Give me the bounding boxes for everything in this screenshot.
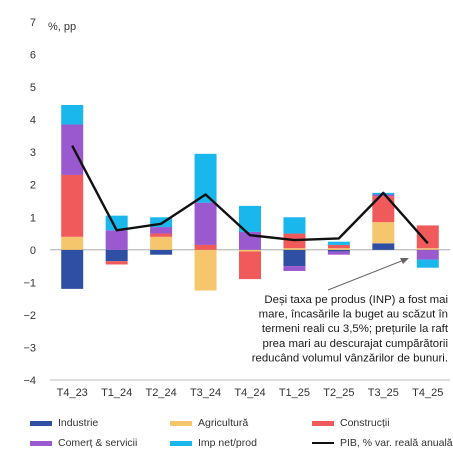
y-tick-label: −1 (23, 277, 36, 289)
legend-swatch-imp-net-prod (170, 440, 192, 446)
bar-segment (61, 104, 84, 125)
axis-layer: −4 −3 −2 −1 0 1 2 3 4 5 6 7 T4_23 T1_24 T2_24 T3_24 T4_2… (23, 17, 450, 399)
x-tick-label: T4_25 (412, 387, 443, 399)
bar-segment (150, 249, 173, 255)
bar-segment (105, 249, 128, 262)
bar-segment (194, 202, 217, 245)
y-tick-label: 0 (30, 245, 36, 257)
legend-label-industrie: Industrie (58, 417, 99, 429)
bar-segment (327, 244, 350, 249)
annotation-line: reducând volumul vânzărilor de bunuri. (252, 352, 448, 364)
x-tick-label: T1_24 (101, 387, 132, 399)
bar-segment (372, 194, 395, 197)
bar-segment (283, 217, 306, 234)
bar-segment (327, 248, 350, 250)
bar-segment (194, 249, 217, 291)
bar-segment (416, 259, 439, 268)
legend-label-constructii: Construcții (340, 417, 390, 429)
bar-segment (150, 233, 173, 237)
annotation-arrowhead (400, 258, 409, 264)
bar-segment (239, 205, 261, 232)
x-tick-label: T4_24 (234, 387, 265, 399)
annotation-line: prea mari au descurajat cumpărătorii (263, 338, 449, 350)
legend-item-comert-servicii: Comerț & servicii (30, 436, 137, 450)
bar-segment (194, 244, 217, 250)
annotation-line: Deși taxa pe produs (INP) a fost mai (264, 294, 448, 306)
unit-label: %, pp (48, 21, 76, 33)
bar-segment (150, 227, 173, 234)
chart: %, pp −4 −3 −2 −1 0 1 2 3 4 5 6 7 T4_23 T1_24 T2_24 T3_… (23, 17, 450, 399)
bar-segment (327, 251, 350, 255)
bar-segment (327, 249, 350, 252)
legend-label-imp-net-prod: Imp net/prod (198, 437, 257, 449)
bar-segment (150, 217, 173, 228)
annotation-arrow (327, 259, 405, 291)
legend-item-pib: PIB, % var. reală anuală (312, 436, 453, 450)
bar-segment (283, 249, 306, 267)
bar-segment (239, 249, 261, 252)
legend-swatch-agricultura (170, 420, 192, 426)
bar-segment (150, 236, 173, 250)
legend-item-imp-net-prod: Imp net/prod (170, 436, 257, 450)
bar-segment (283, 266, 306, 271)
legend-line-pib (312, 442, 334, 444)
y-tick-label: 1 (30, 212, 36, 224)
y-tick-label: 7 (30, 17, 36, 29)
legend-item-agricultura: Agricultură (170, 416, 248, 430)
y-tick-label: 3 (30, 147, 36, 159)
legend-label-agricultura: Agricultură (198, 417, 249, 429)
annotation: Deși taxa pe produs (INP) a fost mai mare… (252, 258, 449, 364)
legend-item-constructii: Construcții (312, 416, 390, 430)
x-tick-label: T4_23 (57, 387, 88, 399)
legend-swatch-comert-servicii (30, 440, 52, 446)
y-tick-label: 4 (30, 115, 36, 127)
bar-segment (61, 249, 84, 289)
bar-segment (372, 196, 395, 223)
y-tick-label: −3 (23, 342, 36, 354)
x-tick-label: T3_25 (368, 387, 399, 399)
legend-item-industrie: Industrie (30, 416, 98, 430)
bar-segment (239, 251, 261, 280)
gdp-line (71, 145, 429, 245)
bar-segment (61, 236, 84, 250)
bar-segment (372, 243, 395, 250)
y-tick-label: −4 (23, 375, 36, 387)
bar-segment (105, 261, 128, 265)
x-tick-label: T2_25 (323, 387, 354, 399)
legend-swatch-constructii (312, 420, 334, 426)
annotation-line: mare, încasările la buget au scăzut în (259, 309, 448, 321)
bar-segment (283, 248, 306, 250)
y-tick-label: 6 (30, 50, 36, 62)
bar-segment (416, 225, 439, 249)
x-tick-label: T2_24 (146, 387, 177, 399)
x-tick-label: T3_24 (190, 387, 221, 399)
bar-segment (61, 174, 84, 237)
legend-label-pib: PIB, % var. reală anuală (340, 437, 453, 449)
annotation-line: termeni reali cu 3,5%; prețurile la raft (262, 323, 449, 335)
y-tick-label: −2 (23, 310, 36, 322)
x-tick-label: T1_25 (279, 387, 310, 399)
bar-segment (416, 249, 439, 260)
legend: Industrie Agricultură Construcții Comerț… (30, 416, 453, 450)
bar-segment (194, 153, 217, 203)
y-tick-label: 5 (30, 82, 36, 94)
bar-segment (327, 241, 350, 245)
line-layer (71, 145, 429, 245)
legend-swatch-industrie (30, 420, 52, 426)
bar-segment (372, 222, 395, 244)
bar-segment (105, 230, 128, 250)
bar-segment (416, 248, 439, 250)
bars-layer (61, 104, 439, 291)
y-tick-label: 2 (30, 180, 36, 192)
legend-label-comert-servicii: Comerț & servicii (58, 437, 138, 449)
bar-segment (61, 124, 84, 175)
